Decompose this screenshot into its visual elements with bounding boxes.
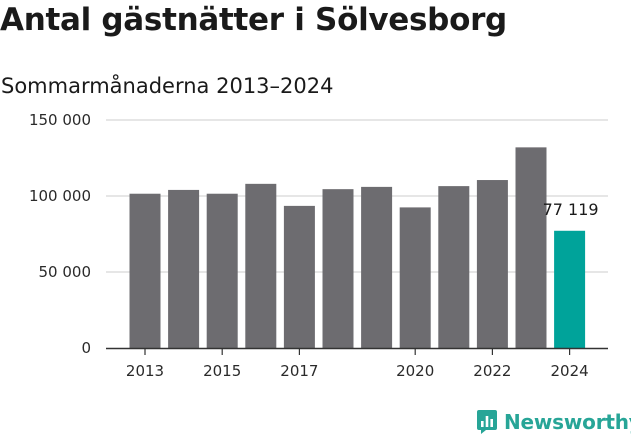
bar-2020 xyxy=(399,207,431,348)
x-axis-ticks: 2013 2015 2017 2020 2022 2024 xyxy=(126,348,589,380)
bar-2018 xyxy=(322,189,354,348)
bar-2016 xyxy=(245,183,277,348)
bar-2017 xyxy=(283,205,315,348)
chart-title: Antal gästnätter i Sölvesborg xyxy=(0,2,507,38)
x-tick-label: 2020 xyxy=(396,362,434,380)
bars xyxy=(129,147,586,348)
data-labels: 77 119 xyxy=(543,200,599,219)
bar-2019 xyxy=(361,186,393,348)
bar-2015 xyxy=(206,193,238,348)
chat-bubble-chart-icon xyxy=(477,410,497,434)
brand-name: Newsworthy xyxy=(504,410,631,434)
x-tick-label: 2022 xyxy=(473,362,511,380)
x-tick-label: 2013 xyxy=(126,362,164,380)
y-tick-label: 150 000 xyxy=(29,111,91,129)
x-tick-label: 2024 xyxy=(551,362,589,380)
y-tick-label: 50 000 xyxy=(39,263,92,281)
bar-2021 xyxy=(438,186,470,348)
data-label-2024: 77 119 xyxy=(543,200,599,219)
y-tick-label: 0 xyxy=(81,339,91,357)
y-tick-label: 100 000 xyxy=(29,187,91,205)
newsworthy-logo: Newsworthy xyxy=(476,406,631,438)
bar-2014 xyxy=(168,189,200,348)
bar-2024 xyxy=(554,230,586,348)
x-tick-label: 2017 xyxy=(280,362,318,380)
bar-2022 xyxy=(476,180,508,348)
chart-subtitle: Sommarmånaderna 2013–2024 xyxy=(1,74,334,98)
bar-2023 xyxy=(515,147,547,348)
bar-2013 xyxy=(129,193,161,348)
x-tick-label: 2015 xyxy=(203,362,241,380)
y-axis-ticks: 0 50 000 100 000 150 000 xyxy=(29,111,91,357)
